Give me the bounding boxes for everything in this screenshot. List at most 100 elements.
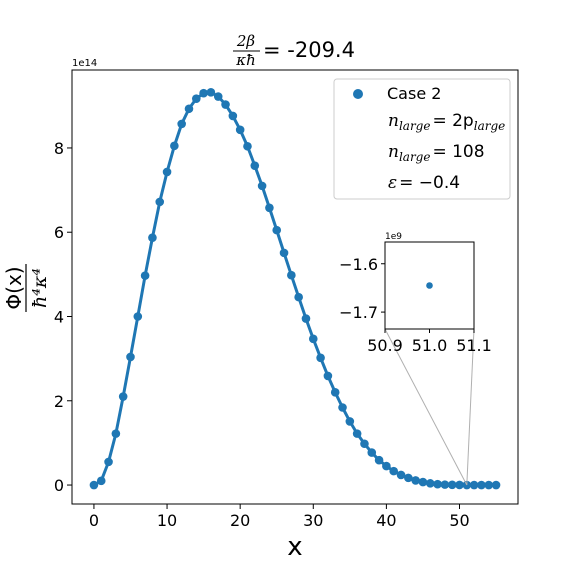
data-point bbox=[250, 161, 260, 170]
x-tick-label: 10 bbox=[157, 511, 177, 530]
data-point bbox=[491, 480, 501, 490]
data-point bbox=[257, 181, 267, 191]
data-point bbox=[404, 473, 413, 483]
inset-y-tick-label: −1.6 bbox=[339, 255, 378, 274]
data-point bbox=[199, 88, 208, 98]
data-point bbox=[469, 480, 479, 490]
data-point bbox=[338, 403, 347, 412]
data-point bbox=[374, 455, 384, 465]
title-denominator: κħ bbox=[235, 51, 256, 69]
main-plot: 0 10 20 30 40 50 0 2 4 6 8 bbox=[54, 88, 501, 530]
data-point bbox=[367, 448, 377, 457]
data-point bbox=[133, 312, 143, 321]
data-point bbox=[301, 314, 311, 323]
data-point bbox=[455, 480, 464, 490]
inset-data-point bbox=[426, 282, 433, 289]
x-tick-label: 0 bbox=[89, 511, 99, 530]
x-tick-label: 50 bbox=[449, 511, 469, 530]
inset-connector-lines bbox=[384, 328, 475, 486]
svg-text:nlarge= 2plarge: nlarge = 2plarge bbox=[388, 111, 505, 133]
x-tick-label: 20 bbox=[230, 511, 250, 530]
data-point bbox=[140, 271, 150, 280]
data-point bbox=[265, 203, 274, 213]
y-tick-label: 2 bbox=[54, 392, 64, 411]
y-tick-label: 6 bbox=[54, 223, 64, 242]
legend-note-1: nlarge = 2plarge bbox=[388, 111, 505, 133]
title-value: = -209.4 bbox=[263, 38, 355, 62]
data-point bbox=[272, 225, 282, 235]
data-point bbox=[462, 480, 472, 490]
connector-line-right bbox=[466, 328, 475, 486]
data-point bbox=[287, 270, 296, 280]
data-point bbox=[126, 352, 135, 362]
data-point bbox=[243, 141, 252, 151]
legend: Case 2 nlarge = 2plarge nlarge = 108 ε = −0… bbox=[333, 78, 511, 200]
chart-title: 2β κħ = -209.4 bbox=[233, 32, 355, 69]
connector-line-left bbox=[384, 328, 468, 486]
ylabel-denominator: ħ⁴κ⁴ bbox=[29, 268, 51, 308]
y-offset-label: 1e14 bbox=[72, 58, 97, 69]
x-tick-label: 30 bbox=[303, 511, 323, 530]
data-point bbox=[411, 476, 420, 485]
data-point bbox=[148, 233, 157, 243]
data-point bbox=[433, 479, 442, 489]
title-numerator: 2β bbox=[236, 32, 256, 50]
plot-frame bbox=[71, 69, 519, 505]
data-point bbox=[418, 477, 428, 487]
ylabel-numerator: Φ(x) bbox=[2, 266, 26, 309]
y-axis-label: Φ(x) ħ⁴κ⁴ bbox=[2, 264, 51, 312]
data-point bbox=[89, 480, 99, 490]
data-point bbox=[170, 141, 179, 151]
inset-x-tick-label: 51.0 bbox=[412, 336, 448, 355]
legend-note-3: ε = −0.4 bbox=[388, 173, 460, 193]
inset-y-tick-label: −1.7 bbox=[339, 303, 378, 322]
data-point bbox=[177, 119, 186, 129]
inset-x-tick-label: 51.1 bbox=[456, 336, 492, 355]
data-point bbox=[389, 466, 399, 476]
data-point bbox=[206, 88, 216, 97]
y-tick-label: 4 bbox=[54, 307, 64, 326]
data-point bbox=[484, 480, 494, 490]
data-point bbox=[345, 417, 355, 426]
data-point bbox=[96, 476, 106, 486]
data-point bbox=[316, 353, 325, 363]
data-point bbox=[235, 125, 245, 135]
data-point bbox=[396, 470, 406, 480]
data-point bbox=[447, 480, 457, 490]
data-point bbox=[425, 479, 435, 488]
data-point bbox=[111, 429, 121, 438]
data-point bbox=[104, 457, 113, 467]
data-point bbox=[162, 167, 172, 177]
data-point bbox=[382, 461, 391, 471]
data-point bbox=[213, 92, 223, 101]
data-point bbox=[477, 480, 486, 490]
data-point bbox=[191, 94, 201, 103]
data-point bbox=[184, 104, 194, 114]
svg-text:ε= −0.4: ε = −0.4 bbox=[388, 173, 460, 193]
legend-note-2: nlarge = 108 bbox=[388, 142, 485, 164]
y-tick-label: 8 bbox=[54, 139, 64, 158]
data-point bbox=[118, 392, 128, 401]
data-point bbox=[308, 334, 318, 344]
legend-label-case-2: Case 2 bbox=[387, 84, 441, 103]
data-point bbox=[279, 248, 289, 258]
inset-plot: 1e9 50.9 51.0 51.1 −1.6 −1.7 bbox=[339, 232, 492, 355]
legend-marker-case-2 bbox=[353, 89, 363, 99]
data-point bbox=[155, 197, 165, 207]
legend-box bbox=[333, 78, 511, 200]
inset-offset-label: 1e9 bbox=[385, 232, 402, 242]
data-point bbox=[352, 429, 362, 438]
data-point bbox=[360, 439, 369, 449]
data-point bbox=[294, 292, 303, 302]
x-axis-label: x bbox=[287, 532, 302, 562]
x-tick-label: 40 bbox=[376, 511, 396, 530]
data-point bbox=[228, 111, 238, 121]
data-point bbox=[440, 480, 450, 489]
svg-text:nlarge= 108: nlarge = 108 bbox=[388, 142, 485, 164]
data-point bbox=[323, 371, 333, 381]
data-point bbox=[221, 100, 230, 109]
y-tick-label: 0 bbox=[54, 476, 64, 495]
data-point bbox=[330, 388, 340, 397]
inset-x-tick-label: 50.9 bbox=[367, 336, 403, 355]
